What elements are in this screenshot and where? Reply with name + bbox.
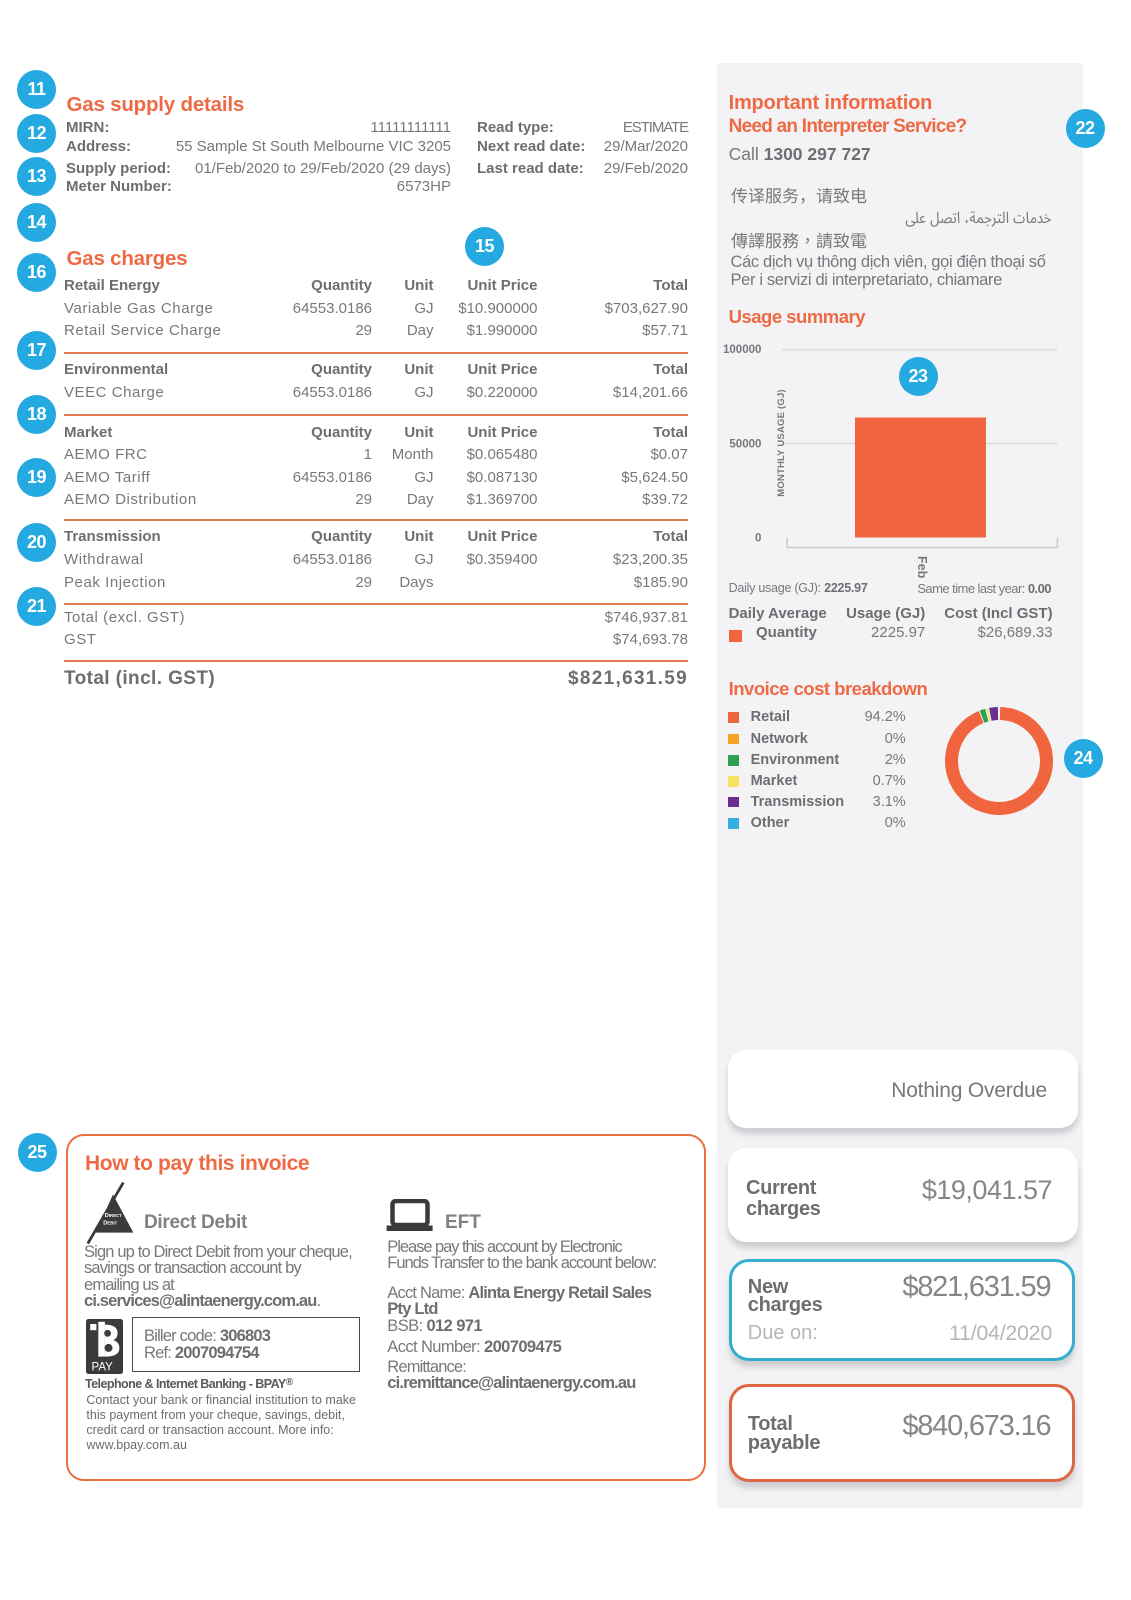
svg-text:0: 0 (755, 533, 761, 545)
svg-text:50000: 50000 (729, 439, 761, 451)
svg-text:Feb: Feb (915, 556, 929, 579)
svg-text:PAY: PAY (92, 1361, 114, 1373)
svg-text:DEBIT: DEBIT (103, 1221, 117, 1227)
svg-text:MONTHLY USAGE (GJ): MONTHLY USAGE (GJ) (776, 389, 787, 497)
svg-text:100000: 100000 (723, 344, 761, 356)
svg-text:DIRECT: DIRECT (105, 1213, 122, 1219)
